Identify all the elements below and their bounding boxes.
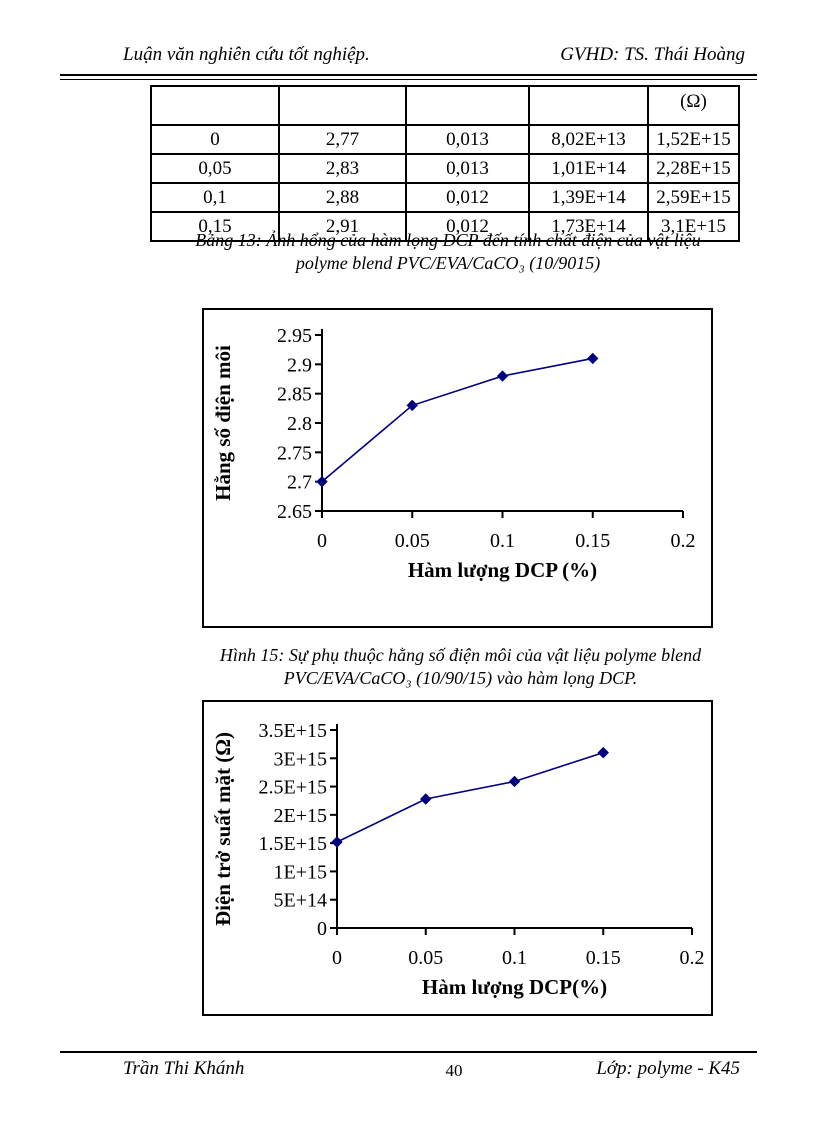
footer-rule xyxy=(60,1051,757,1053)
y-tick-label: 0 xyxy=(317,918,327,940)
table-cell: 0,012 xyxy=(405,211,530,242)
table-cell: 0,013 xyxy=(405,153,530,184)
x-tick-label: 0 xyxy=(317,530,327,552)
data-point-marker xyxy=(496,370,509,382)
x-axis-ticks: 0 0.05 0.1 0.15 0.2 xyxy=(332,928,705,969)
table-row: 0,05 2,83 0,013 1,01E+14 2,28E+15 xyxy=(150,153,740,184)
table-cell: 0,15 xyxy=(150,211,280,242)
table-cell: 1,73E+14 xyxy=(528,211,649,242)
footer-page-number: 40 xyxy=(445,1061,463,1080)
table-cell: 3,1E+15 xyxy=(647,211,740,242)
x-tick-label: 0.05 xyxy=(395,530,430,552)
table-header-cell: (Ω) xyxy=(647,85,740,126)
data-series xyxy=(316,352,599,488)
y-tick-label: 2.85 xyxy=(277,384,312,406)
table-caption: Bảng 13: Ảnh hổng của hàm lọng DCP đến t… xyxy=(128,229,768,275)
y-tick-label: 2.7 xyxy=(287,472,312,494)
footer-class: Lớp: polyme - K45 xyxy=(596,1058,740,1079)
header-left-text: Luận văn nghiên cứu tốt nghiệp. xyxy=(123,44,370,65)
dielectric-constant-chart: 2.65 2.7 2.75 2.8 2.85 2.9 2.95 0 0.05 0.1 0.15 0.2… xyxy=(202,308,713,628)
x-tick-label: 0.15 xyxy=(575,530,610,552)
y-axis-ticks: 2.65 2.7 2.75 2.8 2.85 2.9 2.95 xyxy=(277,325,322,523)
electrical-properties-table: (Ω) 0 2,77 0,013 8,02E+13 1,52E+15 0,05 2,83 0,… xyxy=(150,85,740,242)
x-tick-label: 0.2 xyxy=(680,947,705,969)
x-tick-label: 0.2 xyxy=(671,530,696,552)
y-tick-label: 3E+15 xyxy=(274,748,328,770)
y-tick-label: 5E+14 xyxy=(274,890,328,912)
table-cell: 0,1 xyxy=(150,182,280,213)
figure-caption: Hình 15: Sự phụ thuộc hằng số điện môi c… xyxy=(138,644,783,690)
y-tick-label: 2.65 xyxy=(277,501,312,523)
table-header: (Ω) xyxy=(150,85,740,126)
table-body: 0 2,77 0,013 8,02E+13 1,52E+15 0,05 2,83 0,013 1… xyxy=(150,124,740,242)
y-axis-ticks: 0 5E+14 1E+15 1.5E+15 2E+15 2.5E+15 3E+15 3.5E+… xyxy=(259,720,337,940)
table-header-cell xyxy=(150,85,280,126)
table-cell: 0 xyxy=(150,124,280,155)
table-cell: 2,77 xyxy=(278,124,407,155)
figure-caption-line2: PVC/EVA/CaCO₃ (10/90/15) vào hàm lọng DC… xyxy=(283,668,638,688)
x-tick-label: 0.15 xyxy=(586,947,621,969)
data-point-marker xyxy=(597,746,609,759)
table-header-cell xyxy=(405,85,530,126)
data-point-marker xyxy=(406,399,418,412)
table-cell: 1,39E+14 xyxy=(528,182,649,213)
x-axis-title: Hàm lượng DCP(%) xyxy=(422,975,607,999)
data-series xyxy=(331,746,609,848)
y-tick-label: 2.5E+15 xyxy=(259,777,328,799)
table-row: 0,1 2,88 0,012 1,39E+14 2,59E+15 xyxy=(150,182,740,213)
table-cell: 0,05 xyxy=(150,153,280,184)
table-cell: 2,28E+15 xyxy=(647,153,740,184)
table-cell: 1,01E+14 xyxy=(528,153,649,184)
y-tick-label: 2.75 xyxy=(277,442,312,464)
data-point-marker xyxy=(587,352,599,365)
table-cell: 8,02E+13 xyxy=(528,124,649,155)
data-point-marker xyxy=(420,793,432,805)
y-axis-title: Hằng số điện môi xyxy=(211,345,235,501)
table-header-cell xyxy=(278,85,407,126)
table-header-cell xyxy=(528,85,649,126)
y-tick-label: 2.8 xyxy=(287,413,312,435)
x-axis-ticks: 0 0.05 0.1 0.15 0.2 xyxy=(317,511,696,552)
surface-resistivity-chart: 0 5E+14 1E+15 1.5E+15 2E+15 2.5E+15 3E+15 3.5E+… xyxy=(202,700,713,1016)
table-row: 0,15 2,91 0,012 1,73E+14 3,1E+15 xyxy=(150,211,740,242)
dielectric-constant-chart-svg: 2.65 2.7 2.75 2.8 2.85 2.9 2.95 0 0.05 0.1 0.15 0.2… xyxy=(211,325,696,582)
x-tick-label: 0.1 xyxy=(502,947,527,969)
footer-author: Trần Thi Khánh xyxy=(123,1058,245,1079)
axes xyxy=(321,329,683,512)
header-rule xyxy=(60,74,757,80)
table-caption-line2: polyme blend PVC/EVA/CaCO₃ (10/9015) xyxy=(295,253,601,273)
y-tick-label: 1.5E+15 xyxy=(259,833,328,855)
y-tick-label: 2E+15 xyxy=(274,805,328,827)
surface-resistivity-chart-svg: 0 5E+14 1E+15 1.5E+15 2E+15 2.5E+15 3E+15 3.5E+… xyxy=(211,720,705,999)
table-cell: 2,88 xyxy=(278,182,407,213)
x-tick-label: 0.1 xyxy=(490,530,515,552)
y-tick-label: 2.95 xyxy=(277,325,312,347)
table-caption-line1: Bảng 13: Ảnh hổng của hàm lọng DCP đến t… xyxy=(195,230,701,250)
figure-caption-line1: Hình 15: Sự phụ thuộc hằng số điện môi c… xyxy=(219,645,702,665)
data-point-marker xyxy=(508,775,521,788)
table-cell: 2,59E+15 xyxy=(647,182,740,213)
header-right-text: GVHD: TS. Thái Hoàng xyxy=(560,44,745,65)
y-tick-label: 2.9 xyxy=(287,354,312,376)
table-cell: 2,91 xyxy=(278,211,407,242)
y-tick-label: 3.5E+15 xyxy=(259,720,328,742)
table-cell: 0,013 xyxy=(405,124,530,155)
table-cell: 2,83 xyxy=(278,153,407,184)
x-axis-title: Hàm lượng DCP (%) xyxy=(408,558,597,582)
data-point-marker xyxy=(331,836,343,848)
axes xyxy=(336,724,692,929)
x-tick-label: 0 xyxy=(332,947,342,969)
y-tick-label: 1E+15 xyxy=(274,861,328,883)
x-tick-label: 0.05 xyxy=(408,947,443,969)
table-cell: 1,52E+15 xyxy=(647,124,740,155)
table-cell: 0,012 xyxy=(405,182,530,213)
table-header-row: (Ω) xyxy=(150,85,740,126)
data-point-marker xyxy=(316,475,328,488)
table-row: 0 2,77 0,013 8,02E+13 1,52E+15 xyxy=(150,124,740,155)
y-axis-title: Điện trở suất mặt (Ω) xyxy=(211,732,235,926)
